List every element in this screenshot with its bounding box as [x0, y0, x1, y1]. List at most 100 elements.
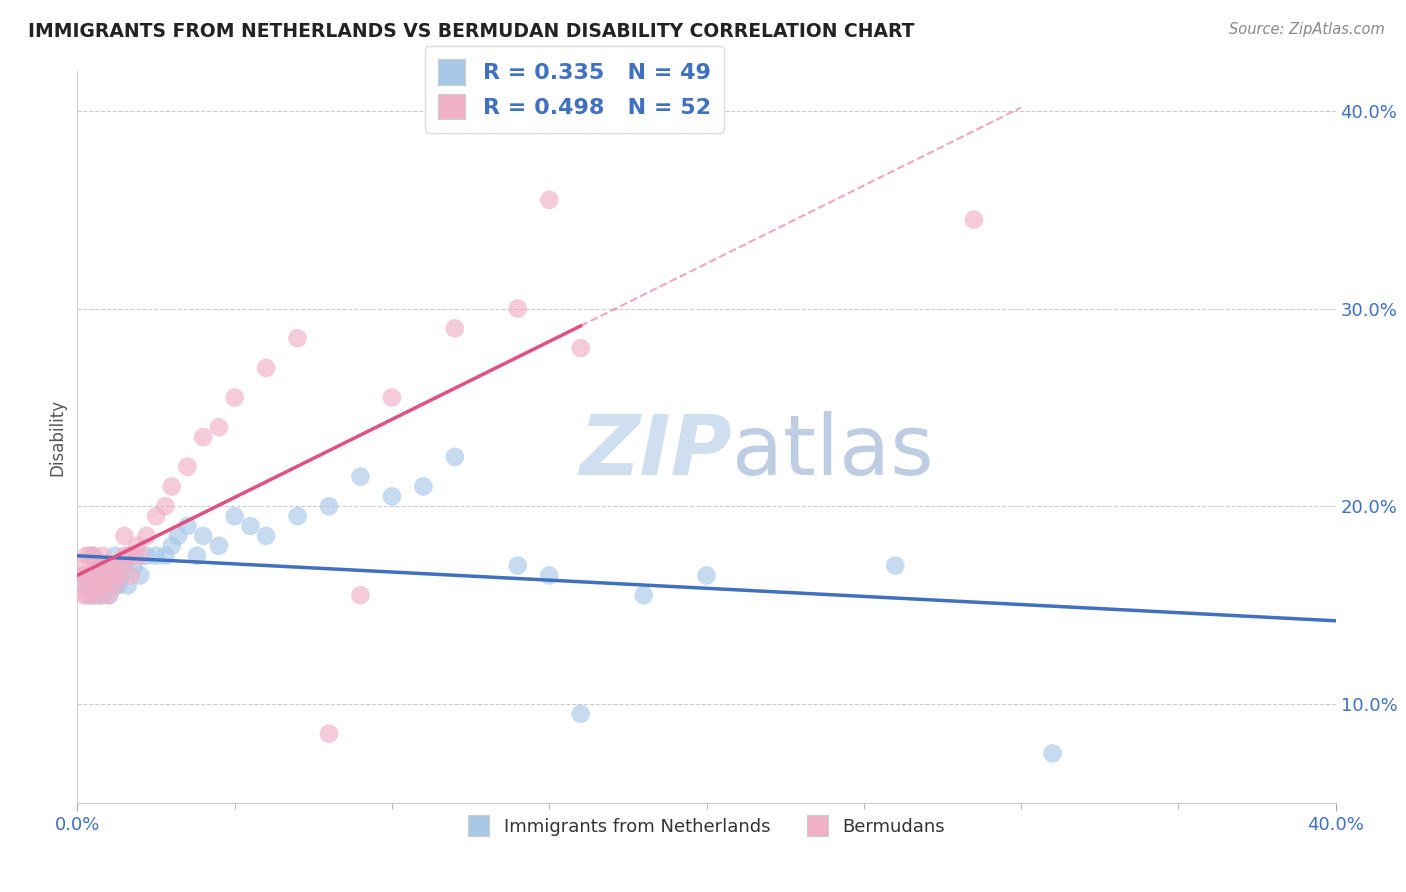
Point — [412, 479, 434, 493]
Point — [89, 568, 111, 582]
Point — [82, 549, 104, 563]
Point — [110, 558, 132, 573]
Point — [72, 568, 94, 582]
Point — [122, 549, 145, 563]
Point — [97, 558, 120, 573]
Y-axis label: Disability: Disability — [48, 399, 66, 475]
Point — [79, 578, 101, 592]
Point — [114, 549, 136, 563]
Point — [101, 568, 124, 582]
Point — [69, 578, 91, 592]
Point — [127, 539, 149, 553]
Point — [186, 549, 208, 563]
Point — [82, 578, 104, 592]
Point — [72, 568, 94, 582]
Point — [84, 578, 107, 592]
Point — [89, 588, 111, 602]
Text: Source: ZipAtlas.com: Source: ZipAtlas.com — [1229, 22, 1385, 37]
Point — [224, 509, 246, 524]
Point — [239, 519, 262, 533]
Point — [110, 568, 132, 582]
Point — [117, 549, 139, 563]
Point — [569, 341, 592, 355]
Point — [120, 568, 142, 582]
Point — [101, 558, 124, 573]
Point — [69, 558, 91, 573]
Point — [76, 588, 98, 602]
Point — [107, 568, 129, 582]
Point — [82, 588, 104, 602]
Point — [79, 568, 101, 582]
Point — [72, 588, 94, 602]
Point — [114, 558, 136, 573]
Point — [76, 568, 98, 582]
Point — [107, 578, 129, 592]
Point — [79, 549, 101, 563]
Point — [94, 568, 117, 582]
Point — [84, 558, 107, 573]
Point — [114, 529, 136, 543]
Point — [82, 588, 104, 602]
Point — [318, 500, 340, 514]
Point — [89, 588, 111, 602]
Point — [254, 529, 277, 543]
Point — [79, 588, 101, 602]
Legend: Immigrants from Netherlands, Bermudans: Immigrants from Netherlands, Bermudans — [458, 806, 955, 845]
Point — [91, 578, 114, 592]
Point — [160, 539, 183, 553]
Point — [963, 212, 986, 227]
Point — [381, 391, 404, 405]
Point — [145, 549, 167, 563]
Point — [76, 578, 98, 592]
Point — [176, 519, 198, 533]
Point — [104, 578, 127, 592]
Point — [884, 558, 907, 573]
Point — [97, 588, 120, 602]
Point — [91, 588, 114, 602]
Point — [349, 469, 371, 483]
Point — [538, 193, 561, 207]
Point — [84, 558, 107, 573]
Point — [1042, 747, 1064, 761]
Text: ZIP: ZIP — [579, 411, 731, 492]
Point — [117, 578, 139, 592]
Point — [696, 568, 718, 582]
Point — [444, 450, 467, 464]
Point — [104, 549, 127, 563]
Point — [176, 459, 198, 474]
Point — [145, 509, 167, 524]
Point — [349, 588, 371, 602]
Point — [506, 301, 529, 316]
Point — [287, 509, 309, 524]
Point — [91, 568, 114, 582]
Point — [208, 539, 231, 553]
Point — [318, 726, 340, 740]
Point — [191, 430, 215, 444]
Point — [101, 568, 124, 582]
Point — [89, 568, 111, 582]
Point — [444, 321, 467, 335]
Point — [155, 500, 177, 514]
Point — [129, 568, 152, 582]
Point — [129, 549, 152, 563]
Point — [160, 479, 183, 493]
Point — [569, 706, 592, 721]
Point — [224, 391, 246, 405]
Point — [254, 360, 277, 375]
Point — [97, 588, 120, 602]
Point — [287, 331, 309, 345]
Point — [122, 558, 145, 573]
Point — [381, 489, 404, 503]
Point — [94, 578, 117, 592]
Point — [84, 578, 107, 592]
Point — [104, 578, 127, 592]
Text: IMMIGRANTS FROM NETHERLANDS VS BERMUDAN DISABILITY CORRELATION CHART: IMMIGRANTS FROM NETHERLANDS VS BERMUDAN … — [28, 22, 915, 41]
Point — [135, 549, 157, 563]
Point — [506, 558, 529, 573]
Point — [155, 549, 177, 563]
Point — [94, 578, 117, 592]
Point — [97, 558, 120, 573]
Point — [633, 588, 655, 602]
Point — [76, 549, 98, 563]
Point — [91, 549, 114, 563]
